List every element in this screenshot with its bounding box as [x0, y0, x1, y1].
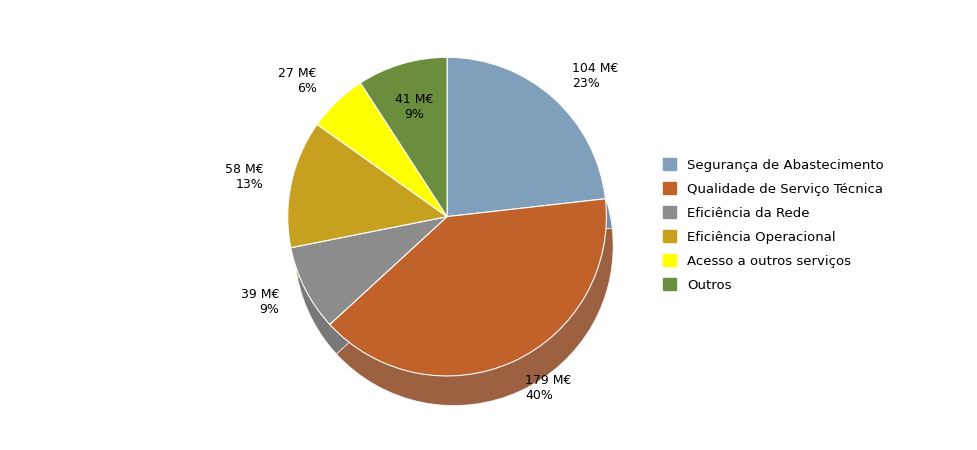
- Wedge shape: [366, 87, 453, 246]
- Text: 39 M€
9%: 39 M€ 9%: [240, 288, 279, 316]
- Wedge shape: [290, 216, 446, 324]
- Wedge shape: [297, 246, 453, 354]
- Text: 41 M€
9%: 41 M€ 9%: [395, 93, 433, 121]
- Wedge shape: [446, 57, 605, 216]
- Text: 179 M€
40%: 179 M€ 40%: [525, 374, 571, 402]
- Wedge shape: [294, 154, 453, 277]
- Wedge shape: [336, 228, 613, 405]
- Wedge shape: [287, 124, 446, 248]
- Wedge shape: [323, 112, 453, 246]
- Legend: Segurança de Abastecimento, Qualidade de Serviço Técnica, Eficiência da Rede, Ef: Segurança de Abastecimento, Qualidade de…: [656, 152, 889, 298]
- Text: 58 M€
13%: 58 M€ 13%: [225, 163, 263, 191]
- Wedge shape: [453, 87, 612, 246]
- Text: 104 M€
23%: 104 M€ 23%: [572, 63, 618, 90]
- Wedge shape: [317, 83, 446, 216]
- Wedge shape: [329, 199, 606, 376]
- Wedge shape: [361, 57, 446, 216]
- Text: 27 M€
6%: 27 M€ 6%: [278, 67, 317, 95]
